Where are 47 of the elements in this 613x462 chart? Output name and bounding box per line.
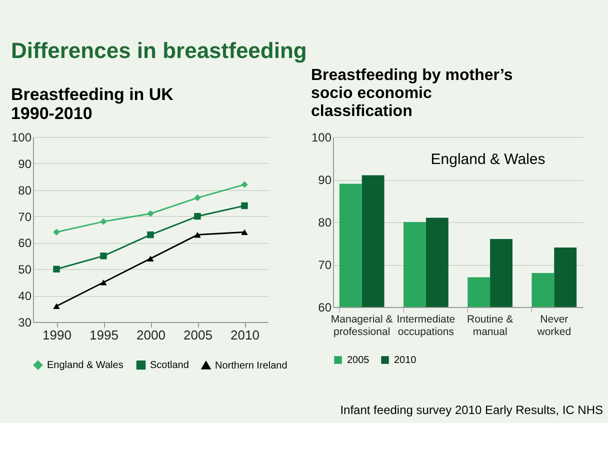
x-tick-label: 2010 — [230, 328, 260, 342]
y-tick-label: 60 — [18, 236, 32, 250]
y-tick-label: 70 — [318, 258, 332, 272]
y-tick-label: 100 — [11, 130, 32, 144]
point — [194, 232, 201, 238]
legend-label: 2005 — [347, 355, 370, 366]
point — [241, 229, 248, 236]
legend-label: England & Wales — [47, 360, 124, 372]
legend-label: 2010 — [394, 355, 417, 366]
y-tick-label: 80 — [318, 216, 332, 230]
point — [147, 256, 154, 262]
point — [100, 218, 107, 225]
point — [53, 228, 60, 236]
point — [194, 194, 201, 202]
x-tick-label: Intermediate occupations — [396, 314, 456, 338]
y-tick-label: 40 — [18, 289, 32, 304]
point — [241, 202, 248, 210]
point — [147, 210, 154, 217]
text: Differences in breastfeeding — [10, 38, 307, 63]
point — [241, 181, 248, 188]
text: Infant feeding survey 2010 Early Results, IC NHS — [340, 403, 603, 417]
annotation: England & Wales — [430, 151, 546, 168]
y-tick-label: 100 — [311, 130, 332, 144]
y-tick-label: 90 — [318, 173, 332, 187]
point — [53, 266, 60, 272]
x-tick-label: 1990 — [42, 328, 72, 342]
y-tick-label: 60 — [318, 300, 332, 314]
y-tick-label: 90 — [18, 156, 32, 171]
legend-label: Scotland — [150, 360, 189, 372]
x-tick-label: Never worked — [536, 314, 572, 338]
x-tick-label: 1995 — [90, 328, 118, 342]
x-tick-label: Routine & manual — [466, 314, 514, 338]
y-tick-label: 30 — [18, 316, 32, 330]
point — [194, 212, 201, 220]
chart-title: Breastfeeding by mother’s socio economic classification — [310, 67, 513, 120]
y-tick-label: 50 — [18, 262, 32, 277]
chart-title: Breastfeeding in UK 1990-2010 — [10, 85, 174, 123]
point — [53, 303, 60, 310]
point — [100, 279, 107, 286]
x-tick-label: 2005 — [184, 328, 212, 342]
y-tick-label: 80 — [18, 183, 32, 198]
legend-label: Northern Ireland — [215, 360, 288, 372]
y-tick-label: 70 — [18, 210, 32, 224]
x-tick-label: 2000 — [136, 328, 166, 342]
x-tick-label: Managerial & professional — [330, 314, 393, 338]
point — [100, 252, 107, 260]
point — [147, 231, 154, 238]
